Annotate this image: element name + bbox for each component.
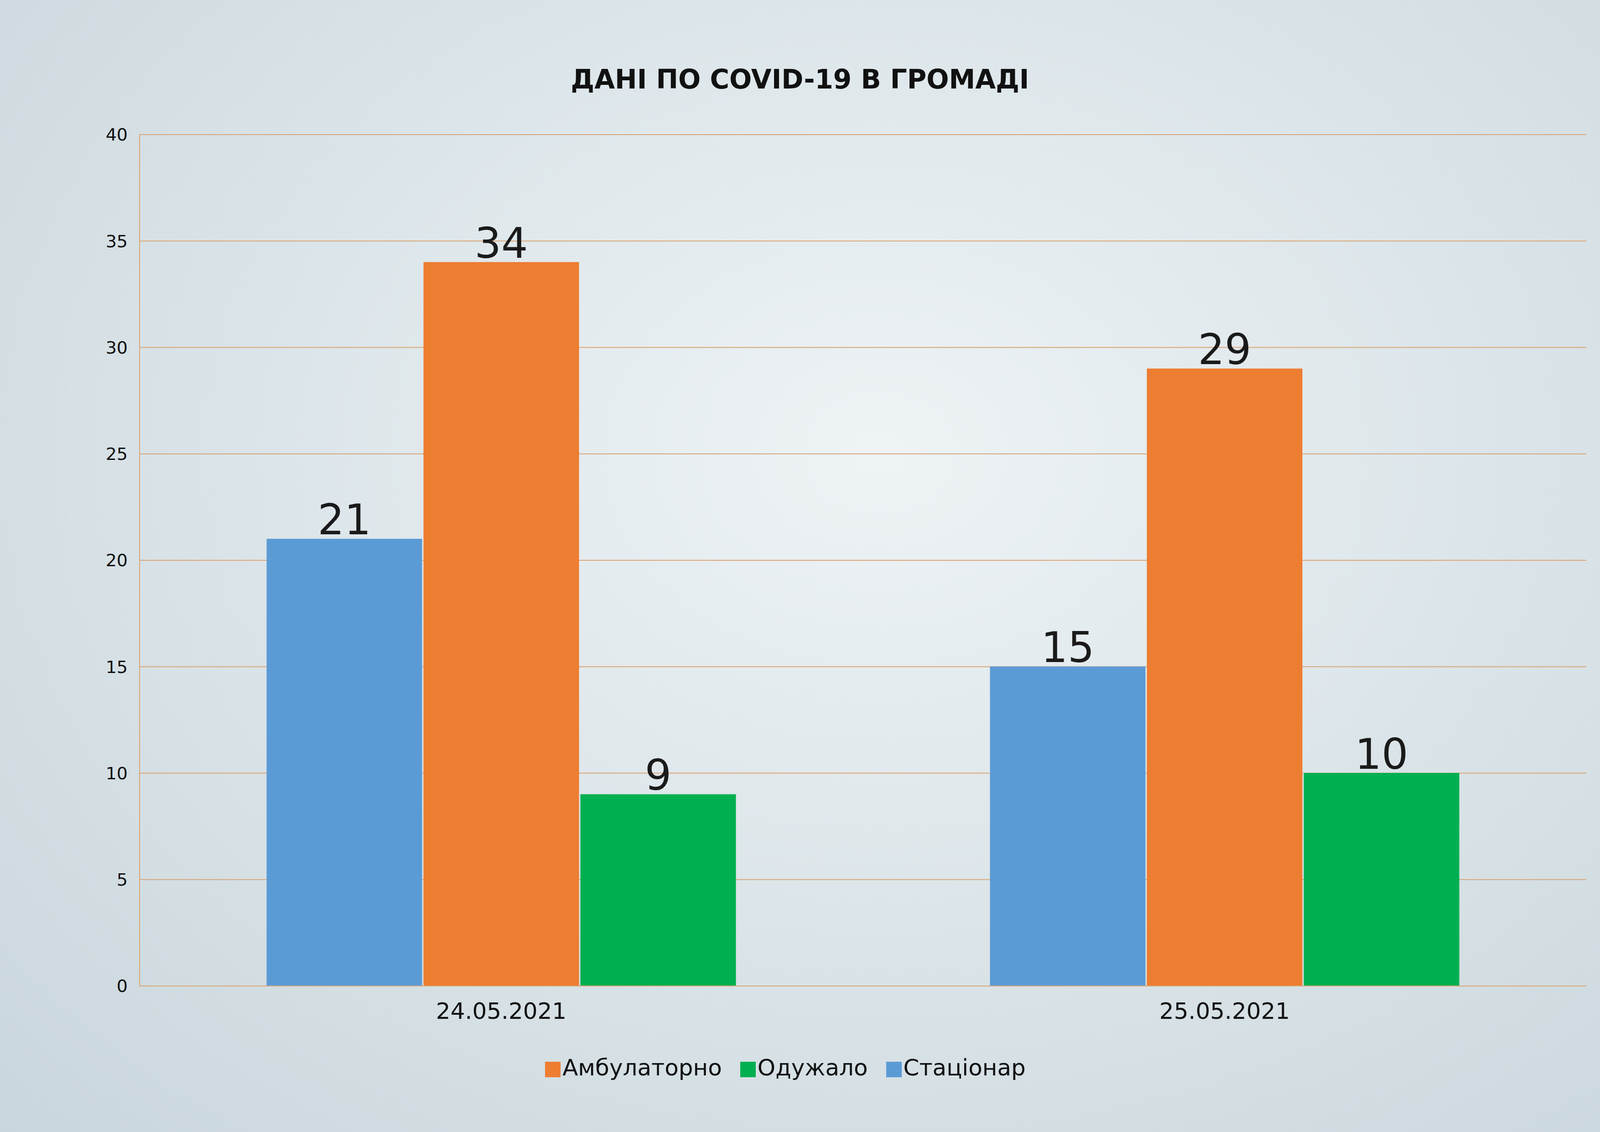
svg-text:0: 0: [116, 975, 128, 996]
svg-text:25: 25: [105, 443, 128, 464]
svg-text:9: 9: [644, 750, 672, 800]
svg-text:30: 30: [105, 337, 128, 358]
svg-text:29: 29: [1197, 325, 1252, 375]
html-text:Амбулаторно: Амбулаторно: [562, 1054, 722, 1081]
html-text:Стаціонар: Стаціонар: [903, 1054, 1026, 1081]
svg-text:10: 10: [1354, 729, 1408, 779]
svg-text:5: 5: [116, 869, 128, 890]
svg-text:35: 35: [105, 231, 128, 252]
svg-text:20: 20: [105, 550, 128, 571]
svg-text:21: 21: [317, 495, 371, 545]
svg-text:15: 15: [105, 656, 128, 677]
html-text:ДАНІ ПО COVID-19 В ГРОМАДІ: ДАНІ ПО COVID-19 В ГРОМАДІ: [570, 63, 1030, 95]
html-text:Одужало: Одужало: [757, 1054, 868, 1081]
svg-text:40: 40: [105, 124, 128, 145]
svg-text:25.05.2021: 25.05.2021: [1159, 997, 1290, 1024]
svg-text:34: 34: [474, 218, 528, 268]
svg-text:10: 10: [105, 763, 128, 784]
svg-text:24.05.2021: 24.05.2021: [436, 997, 567, 1024]
svg-text:15: 15: [1040, 623, 1095, 672]
